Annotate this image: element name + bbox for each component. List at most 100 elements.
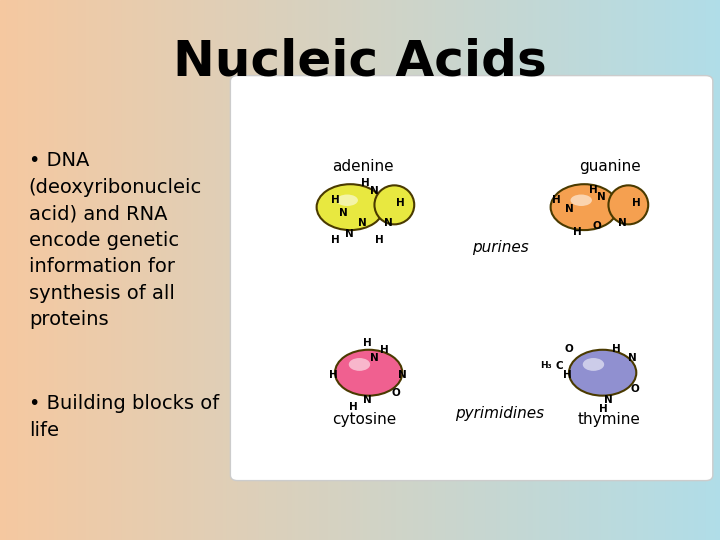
Bar	[130, 0, 133, 540]
Bar	[515, 0, 518, 540]
Bar	[4, 0, 7, 540]
Bar	[320, 0, 324, 540]
Bar	[576, 0, 580, 540]
Text: N: N	[358, 218, 367, 228]
Text: H₃: H₃	[541, 361, 552, 370]
Bar	[414, 0, 418, 540]
Text: O: O	[392, 388, 400, 399]
Bar	[61, 0, 65, 540]
Text: N: N	[604, 395, 613, 405]
Bar	[86, 0, 90, 540]
Text: H: H	[589, 185, 598, 195]
Text: adenine: adenine	[332, 159, 394, 174]
Bar	[382, 0, 385, 540]
Bar	[266, 0, 270, 540]
Text: guanine: guanine	[579, 159, 641, 174]
Bar	[281, 0, 284, 540]
Bar	[670, 0, 673, 540]
Bar	[378, 0, 382, 540]
Bar	[536, 0, 540, 540]
Text: • DNA
(deoxyribonucleic
acid) and RNA
encode genetic
information for
synthesis o: • DNA (deoxyribonucleic acid) and RNA en…	[29, 151, 202, 329]
Bar	[112, 0, 115, 540]
Bar	[605, 0, 608, 540]
Text: H: H	[600, 403, 608, 414]
Text: N: N	[398, 370, 407, 380]
Bar	[518, 0, 522, 540]
Bar	[173, 0, 176, 540]
Bar	[551, 0, 554, 540]
Bar	[162, 0, 166, 540]
Bar	[598, 0, 601, 540]
Bar	[439, 0, 443, 540]
Bar	[126, 0, 130, 540]
Bar	[148, 0, 151, 540]
Bar	[695, 0, 698, 540]
Bar	[158, 0, 162, 540]
Bar	[666, 0, 670, 540]
Bar	[583, 0, 587, 540]
Bar	[706, 0, 709, 540]
Bar	[659, 0, 662, 540]
Bar	[166, 0, 169, 540]
Bar	[436, 0, 439, 540]
Bar	[648, 0, 652, 540]
FancyBboxPatch shape	[230, 76, 713, 481]
Bar	[443, 0, 446, 540]
Bar	[479, 0, 482, 540]
Text: H: H	[563, 370, 572, 380]
Bar	[482, 0, 486, 540]
Bar	[392, 0, 396, 540]
Bar	[104, 0, 108, 540]
Bar	[454, 0, 457, 540]
Text: H: H	[330, 195, 339, 205]
Text: N: N	[384, 218, 392, 228]
Text: • Building blocks of
life: • Building blocks of life	[29, 394, 219, 440]
Bar	[544, 0, 547, 540]
Bar	[371, 0, 374, 540]
Text: H: H	[361, 178, 369, 188]
Bar	[194, 0, 198, 540]
Bar	[306, 0, 310, 540]
Bar	[511, 0, 515, 540]
Bar	[331, 0, 335, 540]
Bar	[14, 0, 18, 540]
Bar	[590, 0, 594, 540]
Bar	[338, 0, 342, 540]
Bar	[353, 0, 356, 540]
Text: H: H	[329, 370, 338, 380]
Bar	[655, 0, 659, 540]
Bar	[389, 0, 392, 540]
Bar	[313, 0, 317, 540]
Bar	[137, 0, 140, 540]
Bar	[252, 0, 256, 540]
Text: Nucleic Acids: Nucleic Acids	[173, 38, 547, 86]
Bar	[356, 0, 360, 540]
Bar	[457, 0, 461, 540]
Bar	[18, 0, 22, 540]
Bar	[25, 0, 29, 540]
Text: N: N	[628, 353, 636, 363]
Bar	[0, 0, 4, 540]
Bar	[547, 0, 551, 540]
Text: cytosine: cytosine	[332, 411, 396, 427]
Bar	[79, 0, 83, 540]
Text: N: N	[338, 208, 347, 218]
Bar	[677, 0, 680, 540]
Bar	[680, 0, 684, 540]
Bar	[7, 0, 11, 540]
Bar	[626, 0, 630, 540]
Bar	[176, 0, 180, 540]
Bar	[403, 0, 407, 540]
Bar	[205, 0, 209, 540]
Bar	[248, 0, 252, 540]
Bar	[256, 0, 259, 540]
Bar	[155, 0, 158, 540]
Bar	[587, 0, 590, 540]
Bar	[716, 0, 720, 540]
Bar	[616, 0, 619, 540]
Bar	[601, 0, 605, 540]
Bar	[619, 0, 623, 540]
Bar	[464, 0, 468, 540]
Text: H: H	[330, 235, 339, 245]
Bar	[68, 0, 72, 540]
